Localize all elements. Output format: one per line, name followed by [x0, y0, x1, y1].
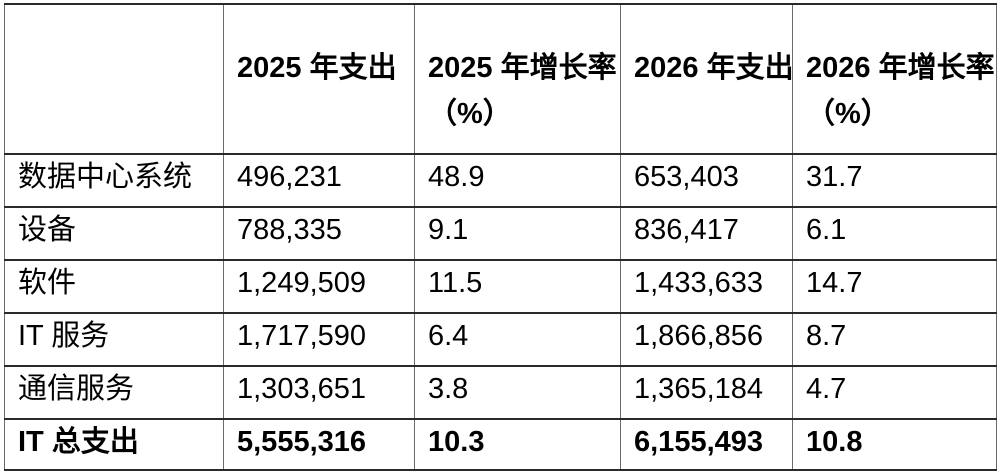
- cell-2026-spend: 1,866,856: [620, 312, 793, 367]
- cell-2026-growth: 6.1: [792, 206, 997, 261]
- cell-2025-spend: 788,335: [223, 206, 415, 261]
- cell-2026-spend: 653,403: [620, 153, 793, 208]
- header-cell-2026-spend: 2026 年支出: [620, 3, 793, 155]
- cell-2025-spend: 1,249,509: [223, 259, 415, 314]
- header-label-unit: （%）: [806, 98, 890, 130]
- cell-2025-growth: 11.5: [414, 259, 621, 314]
- cell-2025-spend: 5,555,316: [223, 418, 415, 471]
- cell-2025-spend: 1,303,651: [223, 365, 415, 420]
- cell-2026-spend: 6,155,493: [620, 418, 793, 471]
- header-label: 2025 年增长率: [428, 52, 617, 84]
- row-label: 软件: [4, 259, 224, 314]
- cell-2026-growth: 14.7: [792, 259, 997, 314]
- row-label: 设备: [4, 206, 224, 261]
- row-label: 通信服务: [4, 365, 224, 420]
- table-row-it-services: IT 服务 1,717,590 6.4 1,866,856 8.7: [4, 312, 997, 367]
- cell-2025-growth: 9.1: [414, 206, 621, 261]
- table-row-software: 软件 1,249,509 11.5 1,433,633 14.7: [4, 259, 997, 314]
- cell-2026-growth: 8.7: [792, 312, 997, 367]
- row-label: 数据中心系统: [4, 153, 224, 208]
- table-row-devices: 设备 788,335 9.1 836,417 6.1: [4, 206, 997, 261]
- header-label: 2026 年增长率: [806, 52, 995, 84]
- cell-2026-spend: 836,417: [620, 206, 793, 261]
- header-row: 2025 年支出 2025 年增长率 （%） 2026 年支出 2026 年增长…: [4, 3, 997, 155]
- header-label: 2026 年支出: [634, 52, 793, 84]
- row-label: IT 服务: [4, 312, 224, 367]
- table-row-datacenter: 数据中心系统 496,231 48.9 653,403 31.7: [4, 153, 997, 208]
- cell-2026-spend: 1,433,633: [620, 259, 793, 314]
- header-cell-2026-growth: 2026 年增长率 （%）: [792, 3, 997, 155]
- header-cell-blank: [4, 3, 224, 155]
- cell-2025-growth: 48.9: [414, 153, 621, 208]
- cell-2025-growth: 10.3: [414, 418, 621, 471]
- it-spending-forecast-table: 2025 年支出 2025 年增长率 （%） 2026 年支出 2026 年增长…: [4, 3, 997, 471]
- header-label: 2025 年支出: [237, 52, 397, 84]
- header-cell-2025-spend: 2025 年支出: [223, 3, 415, 155]
- header-cell-2025-growth: 2025 年增长率 （%）: [414, 3, 621, 155]
- cell-2026-spend: 1,365,184: [620, 365, 793, 420]
- cell-2025-growth: 3.8: [414, 365, 621, 420]
- cell-2025-spend: 496,231: [223, 153, 415, 208]
- cell-2026-growth: 4.7: [792, 365, 997, 420]
- table-row-comm-services: 通信服务 1,303,651 3.8 1,365,184 4.7: [4, 365, 997, 420]
- row-label: IT 总支出: [4, 418, 224, 471]
- header-label-unit: （%）: [428, 98, 512, 130]
- cell-2026-growth: 10.8: [792, 418, 997, 471]
- table-row-total: IT 总支出 5,555,316 10.3 6,155,493 10.8: [4, 418, 997, 471]
- cell-2026-growth: 31.7: [792, 153, 997, 208]
- cell-2025-spend: 1,717,590: [223, 312, 415, 367]
- cell-2025-growth: 6.4: [414, 312, 621, 367]
